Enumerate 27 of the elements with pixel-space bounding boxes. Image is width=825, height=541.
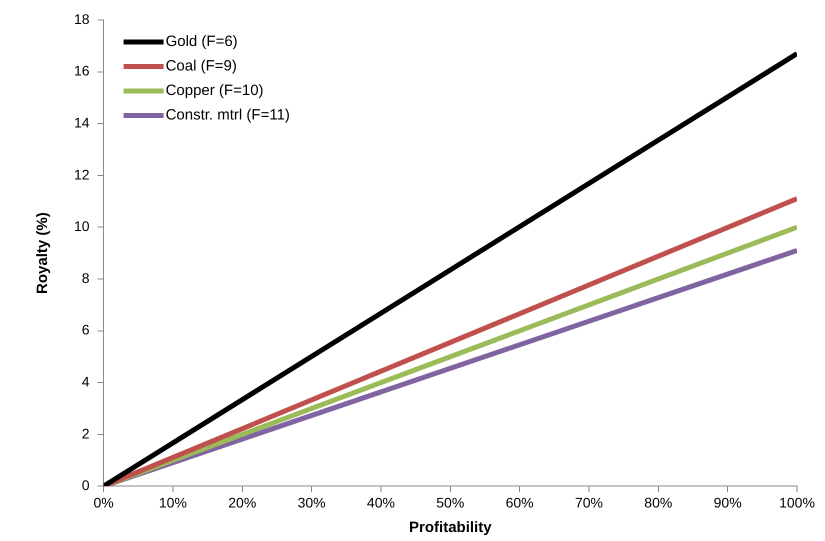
legend-label: Constr. mtrl (F=11) [166,106,290,124]
legend-label: Gold (F=6) [166,33,238,50]
y-tick-label: 6 [82,322,90,338]
legend-label: Coal (F=9) [166,58,237,75]
x-tick-label: 100% [779,494,815,510]
y-tick-label: 10 [74,218,90,234]
x-tick-label: 40% [366,494,395,510]
legend-label: Copper (F=10) [166,82,264,100]
y-tick-label: 18 [74,10,90,27]
x-axis-title: Profitability [409,519,492,536]
x-tick-label: 80% [644,494,672,510]
x-tick-label: 90% [714,494,742,510]
y-tick-label: 12 [74,166,90,182]
x-tick-label: 70% [574,494,603,510]
x-tick-label: 60% [506,494,534,510]
y-tick-label: 16 [74,62,90,79]
y-tick-label: 14 [74,114,90,130]
x-tick-label: 30% [298,494,326,510]
y-axis-title: Royalty (%) [34,212,52,294]
x-tick-label: 0% [93,494,114,510]
y-tick-label: 0 [82,477,90,494]
x-tick-label: 20% [228,494,256,510]
x-tick-label: 10% [158,494,187,510]
y-tick-label: 2 [82,425,90,442]
y-tick-label: 8 [82,270,90,286]
x-tick-label: 50% [436,494,464,510]
y-tick-label: 4 [82,373,90,390]
